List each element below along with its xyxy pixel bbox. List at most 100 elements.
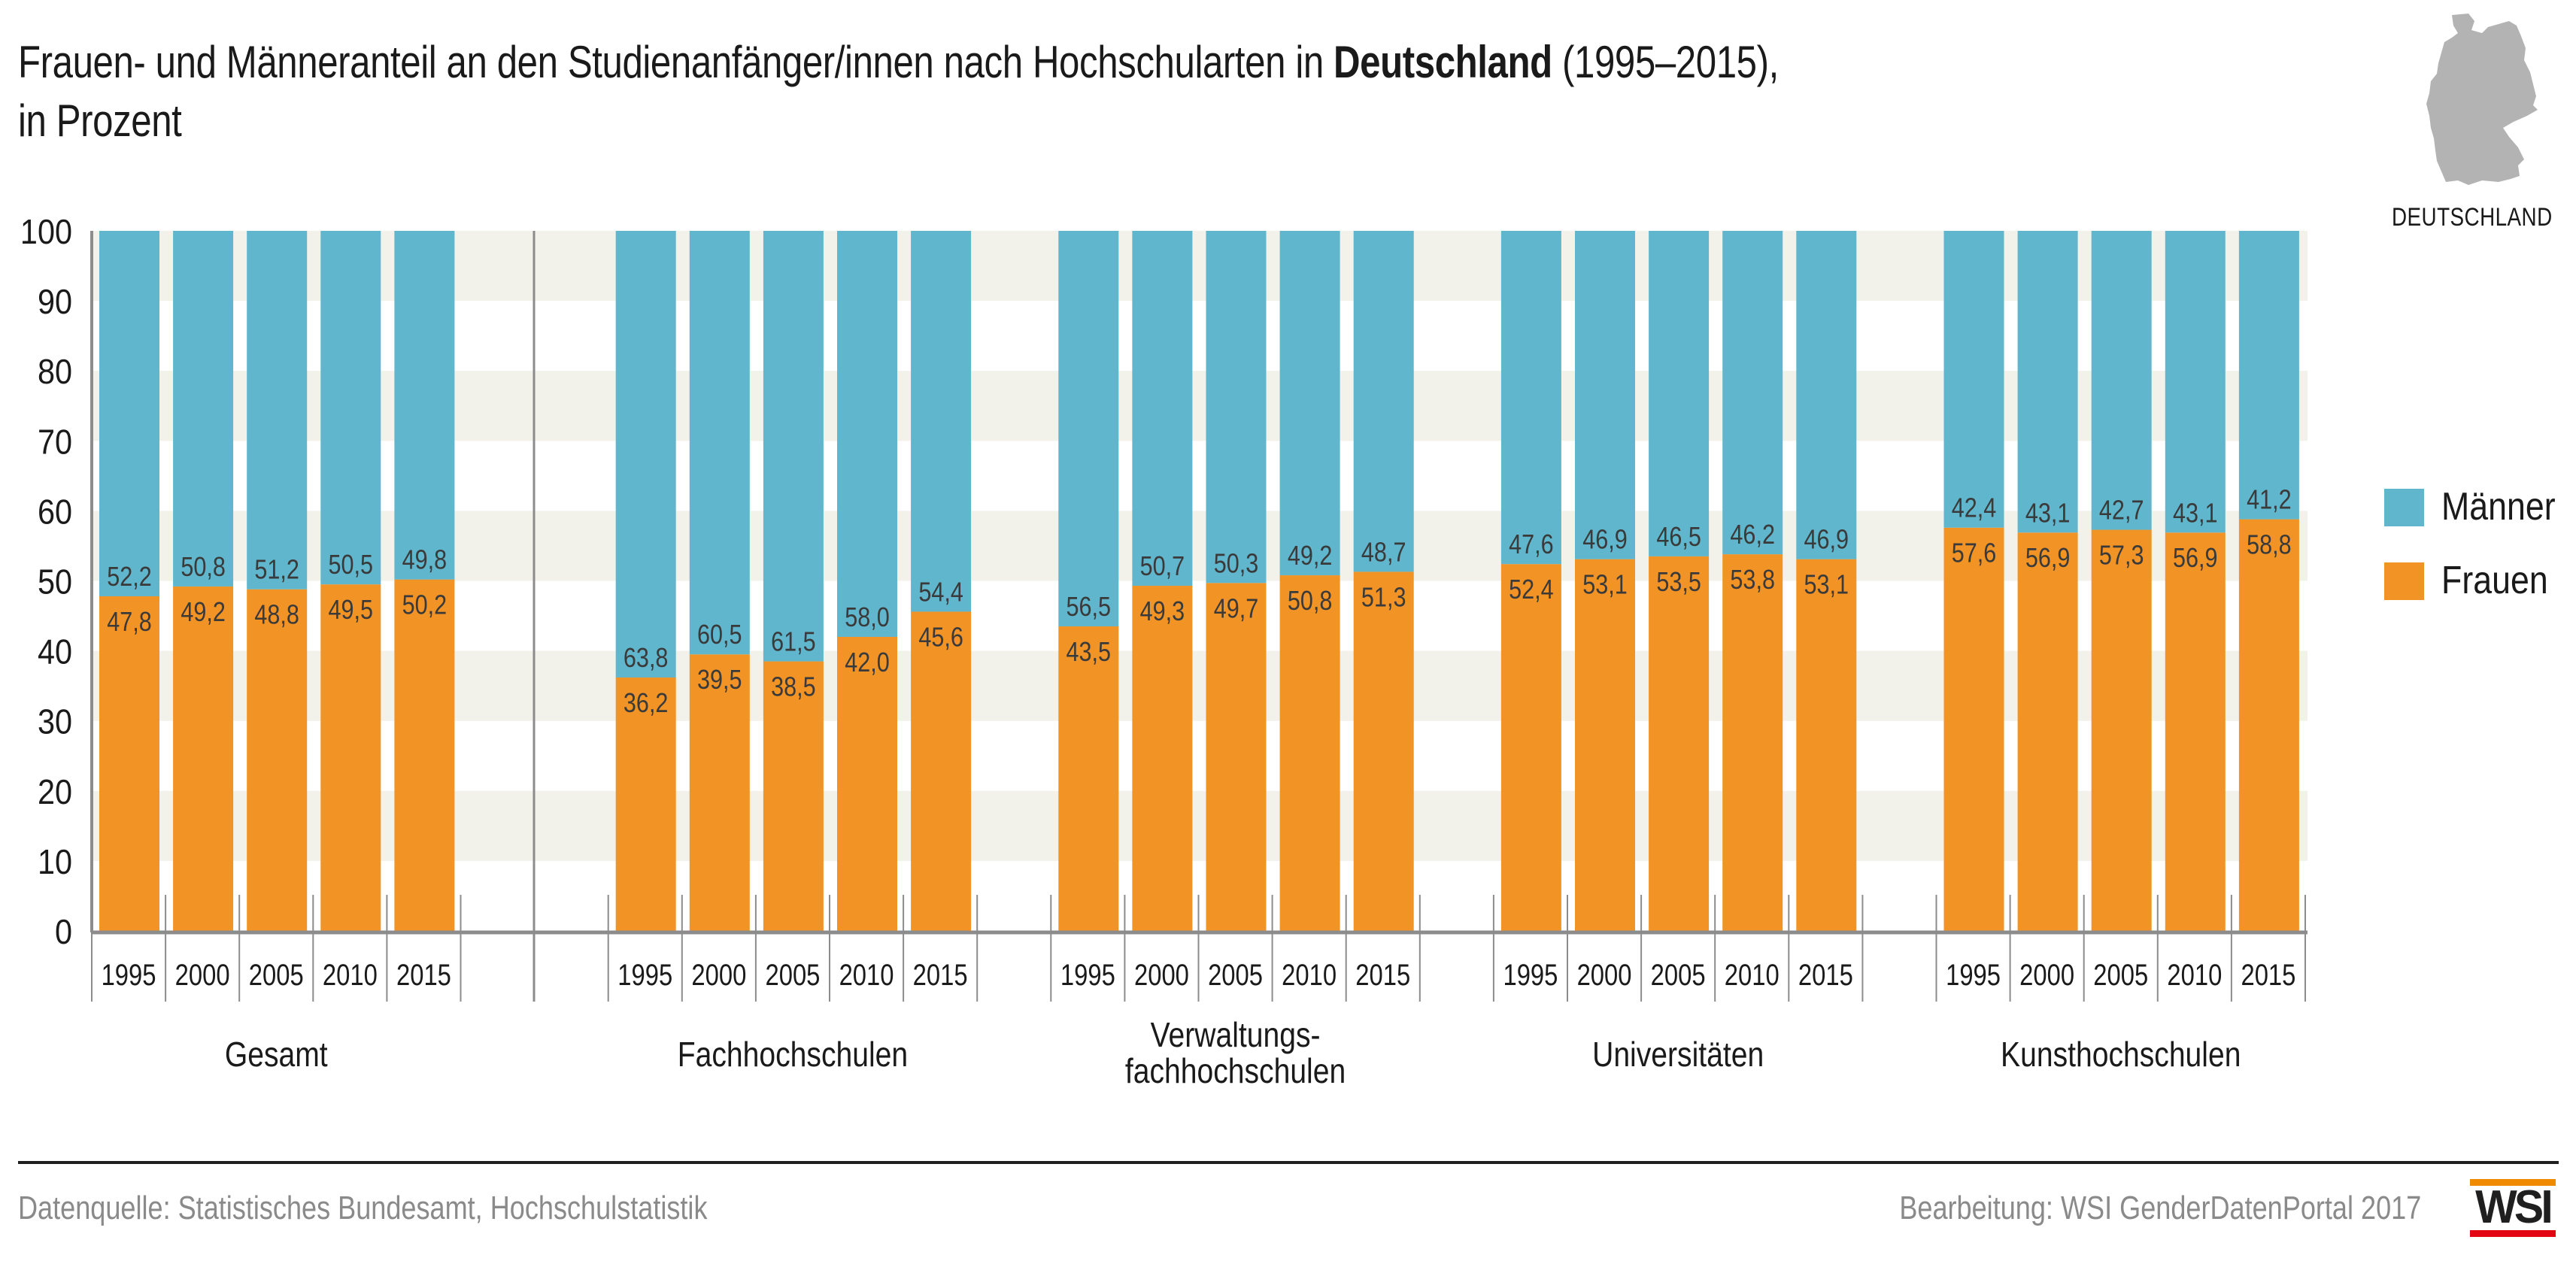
data-label-maenner: 48,7 xyxy=(1361,538,1406,568)
x-tick-label: 2015 xyxy=(1355,958,1410,992)
data-label-maenner: 50,8 xyxy=(181,553,226,583)
x-tick-label: 2015 xyxy=(913,958,968,992)
bar-maenner xyxy=(1575,231,1635,559)
y-tick-label: 80 xyxy=(38,353,72,392)
group-label: Kunsthochschulen xyxy=(2001,1035,2241,1075)
bar-maenner xyxy=(1353,231,1414,572)
x-tick-label: 2015 xyxy=(1798,958,1853,992)
bar-maenner xyxy=(2238,231,2299,520)
y-tick-label: 90 xyxy=(38,283,72,322)
bar-frauen xyxy=(1575,559,1635,931)
bar-frauen xyxy=(2017,532,2078,931)
x-tick-label: 2000 xyxy=(691,958,746,992)
data-label-frauen: 53,1 xyxy=(1804,570,1849,600)
y-tick-label: 20 xyxy=(38,773,72,812)
x-tick-label: 2000 xyxy=(1134,958,1189,992)
x-tick-label: 1995 xyxy=(1946,958,2001,992)
x-tick-label: 2000 xyxy=(2019,958,2074,992)
data-label-frauen: 58,8 xyxy=(2247,530,2292,560)
data-label-frauen: 49,2 xyxy=(181,598,226,628)
bar-frauen xyxy=(1722,554,1783,931)
grid-band xyxy=(92,790,2307,861)
group-label: Gesamt xyxy=(225,1035,328,1075)
x-tick-label: 2005 xyxy=(249,958,304,992)
wsi-logo: WSI xyxy=(2470,1179,2556,1239)
bar-maenner xyxy=(1722,231,1783,555)
data-label-maenner: 42,7 xyxy=(2099,496,2144,526)
data-label-maenner: 54,4 xyxy=(918,577,963,608)
data-label-maenner: 49,2 xyxy=(1288,541,1333,571)
bar-maenner xyxy=(2165,231,2226,533)
x-tick-label: 2005 xyxy=(1208,958,1263,992)
data-label-maenner: 61,5 xyxy=(771,627,816,657)
bar-maenner xyxy=(763,231,824,662)
data-label-frauen: 50,8 xyxy=(1288,587,1333,617)
bar-maenner xyxy=(2017,231,2078,533)
bar-frauen xyxy=(1058,626,1119,931)
grid-band xyxy=(92,511,2307,581)
group-label: Universitäten xyxy=(1592,1035,1764,1075)
bar-maenner xyxy=(911,231,972,612)
data-label-maenner: 42,4 xyxy=(1952,493,1997,523)
bar-maenner xyxy=(1500,231,1561,565)
bar-maenner xyxy=(1943,231,2004,528)
bar-maenner xyxy=(2091,231,2152,530)
grid-band xyxy=(92,650,2307,721)
bar-maenner xyxy=(394,231,455,580)
y-tick-label: 0 xyxy=(55,913,72,952)
bar-frauen xyxy=(1206,583,1267,931)
x-tick-label: 1995 xyxy=(102,958,156,992)
data-label-maenner: 51,2 xyxy=(254,555,299,585)
x-tick-label: 2010 xyxy=(323,958,378,992)
data-label-maenner: 50,3 xyxy=(1214,549,1259,579)
x-tick-label: 2005 xyxy=(2093,958,2148,992)
bar-frauen xyxy=(1796,559,1857,931)
data-label-maenner: 46,2 xyxy=(1730,520,1775,550)
bar-frauen xyxy=(99,596,159,931)
legend-swatch-maenner xyxy=(2384,489,2424,526)
data-label-frauen: 53,5 xyxy=(1656,568,1701,598)
grid-band xyxy=(92,231,2307,302)
bar-frauen xyxy=(763,661,824,931)
data-label-frauen: 49,5 xyxy=(329,596,374,626)
group-label: Verwaltungs- xyxy=(1151,1016,1321,1055)
bar-frauen xyxy=(837,636,897,931)
data-label-frauen: 53,1 xyxy=(1582,570,1628,600)
y-tick-label: 70 xyxy=(38,423,72,462)
data-label-frauen: 57,6 xyxy=(1952,538,1997,568)
bar-frauen xyxy=(1132,586,1193,931)
x-tick-label: 2010 xyxy=(2167,958,2222,992)
title-years: (1995–2015), xyxy=(1552,37,1779,87)
x-tick-label: 2010 xyxy=(839,958,894,992)
data-label-maenner: 58,0 xyxy=(845,603,890,633)
bar-maenner xyxy=(1279,231,1340,576)
bar-maenner xyxy=(837,231,897,637)
data-label-maenner: 52,2 xyxy=(107,562,152,593)
y-tick-label: 30 xyxy=(38,703,72,742)
bar-maenner xyxy=(689,231,750,655)
grid-band xyxy=(92,371,2307,441)
bar-maenner xyxy=(1206,231,1267,584)
wsi-logo-bottom-bar xyxy=(2470,1230,2556,1237)
bar-frauen xyxy=(1649,556,1710,931)
title-unit: in Prozent xyxy=(18,95,182,146)
data-label-frauen: 42,0 xyxy=(845,648,890,678)
data-label-maenner: 63,8 xyxy=(624,644,669,674)
y-tick-label: 100 xyxy=(20,213,72,252)
bar-maenner xyxy=(247,231,308,590)
bar-maenner xyxy=(320,231,381,585)
data-label-maenner: 49,8 xyxy=(402,545,448,575)
x-tick-label: 2005 xyxy=(1651,958,1706,992)
x-tick-label: 2010 xyxy=(1282,958,1337,992)
data-label-maenner: 47,6 xyxy=(1509,530,1554,560)
map-label: DEUTSCHLAND xyxy=(2392,203,2553,232)
y-tick-label: 40 xyxy=(38,633,72,672)
data-label-maenner: 60,5 xyxy=(697,620,742,650)
bar-frauen xyxy=(615,677,676,931)
data-label-frauen: 38,5 xyxy=(771,672,816,702)
data-label-frauen: 56,9 xyxy=(2025,544,2071,574)
bar-frauen xyxy=(1500,564,1561,931)
group-label: fachhochschulen xyxy=(1125,1052,1346,1091)
legend-label-maenner: Männer xyxy=(2441,485,2556,529)
